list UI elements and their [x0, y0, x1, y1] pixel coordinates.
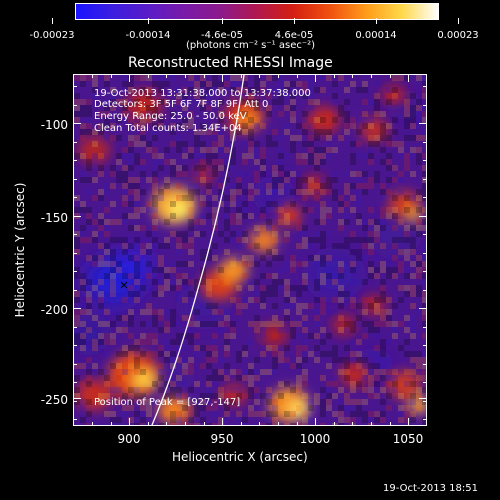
footer-timestamp: 19-Oct-2013 18:51: [383, 483, 478, 494]
plot-title: Reconstructed RHESSI Image: [128, 55, 333, 71]
info-line-1: 19-Oct-2013 13:31:38.000 to 13:37:38.000: [94, 88, 311, 99]
y-tick-label: -250: [40, 393, 68, 407]
colorbar-tick: -4.6e-05: [201, 30, 243, 41]
x-axis-label: Heliocentric X (arcsec): [172, 450, 308, 464]
info-line-4: Clean Total counts: 1.34E+04: [94, 123, 242, 134]
y-tick-label: -200: [40, 303, 68, 317]
info-line-2: Detectors: 3F 5F 6F 7F 8F 9F, Att 0: [94, 99, 269, 110]
x-tick-label: 1000: [299, 432, 331, 446]
peak-position: Position of Peak = [927,-147]: [94, 397, 241, 408]
x-tick-label: 900: [117, 432, 141, 446]
colorbar-unit-label: (photons cm⁻² s⁻¹ asec⁻²): [186, 40, 316, 51]
colorbar-tick: 4.6e-05: [274, 30, 314, 41]
colorbar-tick: -0.00023: [29, 30, 75, 41]
colorbar-tick: 0.00023: [437, 30, 479, 41]
rhessi-image: 19-Oct-2013 13:31:38.000 to 13:37:38.000…: [73, 74, 427, 426]
solar-limb: [151, 75, 245, 425]
y-axis-label: Heliocentric Y (arcsec): [13, 182, 27, 318]
rhessi-image-canvas: [74, 75, 426, 425]
colorbar: [75, 3, 439, 20]
colorbar-tick: -0.00014: [125, 30, 171, 41]
x-tick-label: 1050: [392, 432, 424, 446]
colorbar-tick: 0.00014: [355, 30, 397, 41]
x-tick-label: 950: [210, 432, 234, 446]
y-tick-label: -100: [40, 118, 68, 132]
info-line-3: Energy Range: 25.0 - 50.0 keV: [94, 111, 247, 122]
y-tick-label: -150: [40, 211, 68, 225]
